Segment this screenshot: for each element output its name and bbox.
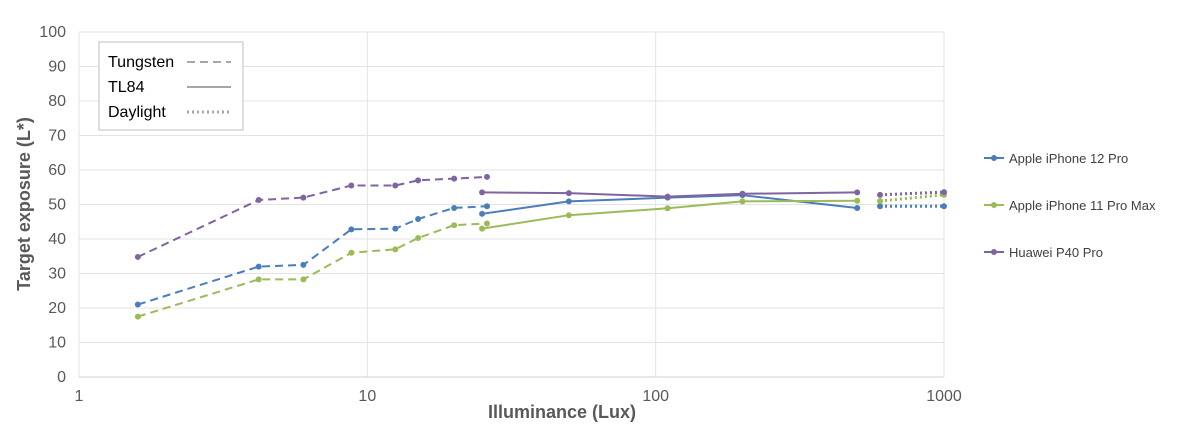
data-point (483, 173, 490, 180)
data-point (134, 253, 141, 260)
legend-label-tl84: TL84 (108, 79, 145, 96)
data-point (134, 301, 141, 308)
data-point (255, 276, 262, 283)
data-point (392, 182, 399, 189)
data-point (300, 194, 307, 201)
y-tick-label: 10 (48, 335, 66, 352)
x-tick-label: 100 (642, 388, 669, 405)
x-tick-labels: 1 10 100 1000 (75, 388, 962, 405)
series-line-tungsten (137, 205, 488, 306)
data-point (854, 204, 861, 211)
data-point (664, 193, 671, 200)
data-point (300, 276, 307, 283)
data-point (854, 197, 861, 204)
data-point (941, 189, 947, 196)
y-tick-label: 40 (48, 231, 66, 248)
series-legend-marker (991, 202, 997, 208)
series-legend: Apple iPhone 12 Pro Apple iPhone 11 Pro M… (984, 151, 1156, 260)
legend-label-daylight: Daylight (108, 104, 166, 121)
data-point (451, 222, 458, 229)
data-point (392, 246, 399, 253)
series-huawei-p40-pro (134, 173, 947, 260)
line-style-legend: Tungsten TL84 Daylight (98, 41, 244, 131)
series-legend-marker (991, 249, 997, 255)
legend-label-tungsten: Tungsten (108, 54, 174, 71)
y-tick-label: 20 (48, 300, 66, 317)
data-point (483, 203, 490, 210)
series-apple-iphone-11-pro-max (134, 191, 947, 320)
data-point (451, 204, 458, 211)
data-point (415, 215, 422, 222)
x-tick-label: 1000 (926, 388, 962, 405)
data-point (348, 249, 355, 256)
data-point (479, 210, 486, 217)
data-point (415, 177, 422, 184)
y-tick-labels: 0 10 20 30 40 50 60 70 80 90 100 (39, 24, 66, 386)
data-point (479, 189, 486, 196)
data-point (451, 175, 458, 182)
series-legend-marker (991, 155, 997, 161)
series-legend-label: Apple iPhone 12 Pro (1009, 151, 1128, 166)
y-tick-label: 60 (48, 162, 66, 179)
data-point (134, 313, 141, 320)
data-point (255, 263, 262, 270)
data-point (854, 189, 861, 196)
y-tick-label: 30 (48, 266, 66, 283)
data-point (941, 203, 947, 210)
data-point (877, 203, 884, 210)
data-point (565, 190, 572, 197)
data-point (565, 198, 572, 205)
y-axis-title: Target exposure (L*) (14, 117, 34, 291)
data-point (739, 190, 746, 197)
data-point (565, 212, 572, 219)
y-tick-label: 100 (39, 24, 66, 41)
data-point (348, 226, 355, 233)
data-point (300, 261, 307, 268)
y-tick-label: 80 (48, 93, 66, 110)
data-point (877, 198, 884, 205)
series-layer (134, 173, 947, 320)
y-tick-label: 50 (48, 197, 66, 214)
data-point (739, 198, 746, 205)
y-tick-label: 0 (57, 369, 66, 386)
data-point (483, 220, 490, 227)
y-tick-label: 70 (48, 128, 66, 145)
series-line-daylight (879, 190, 945, 197)
series-line-tungsten (137, 175, 488, 258)
y-tick-label: 90 (48, 59, 66, 76)
series-line-daylight (879, 193, 945, 203)
x-axis-title: Illuminance (Lux) (488, 402, 636, 422)
data-point (664, 205, 671, 212)
data-point (479, 225, 486, 232)
data-point (415, 234, 422, 241)
data-point (348, 182, 355, 189)
series-legend-label: Apple iPhone 11 Pro Max (1009, 198, 1156, 213)
series-legend-label: Huawei P40 Pro (1009, 245, 1103, 260)
data-point (255, 197, 262, 204)
x-tick-label: 1 (75, 388, 84, 405)
x-tick-label: 10 (358, 388, 376, 405)
data-point (392, 225, 399, 232)
data-point (877, 191, 884, 198)
series-line-tungsten (137, 222, 488, 318)
